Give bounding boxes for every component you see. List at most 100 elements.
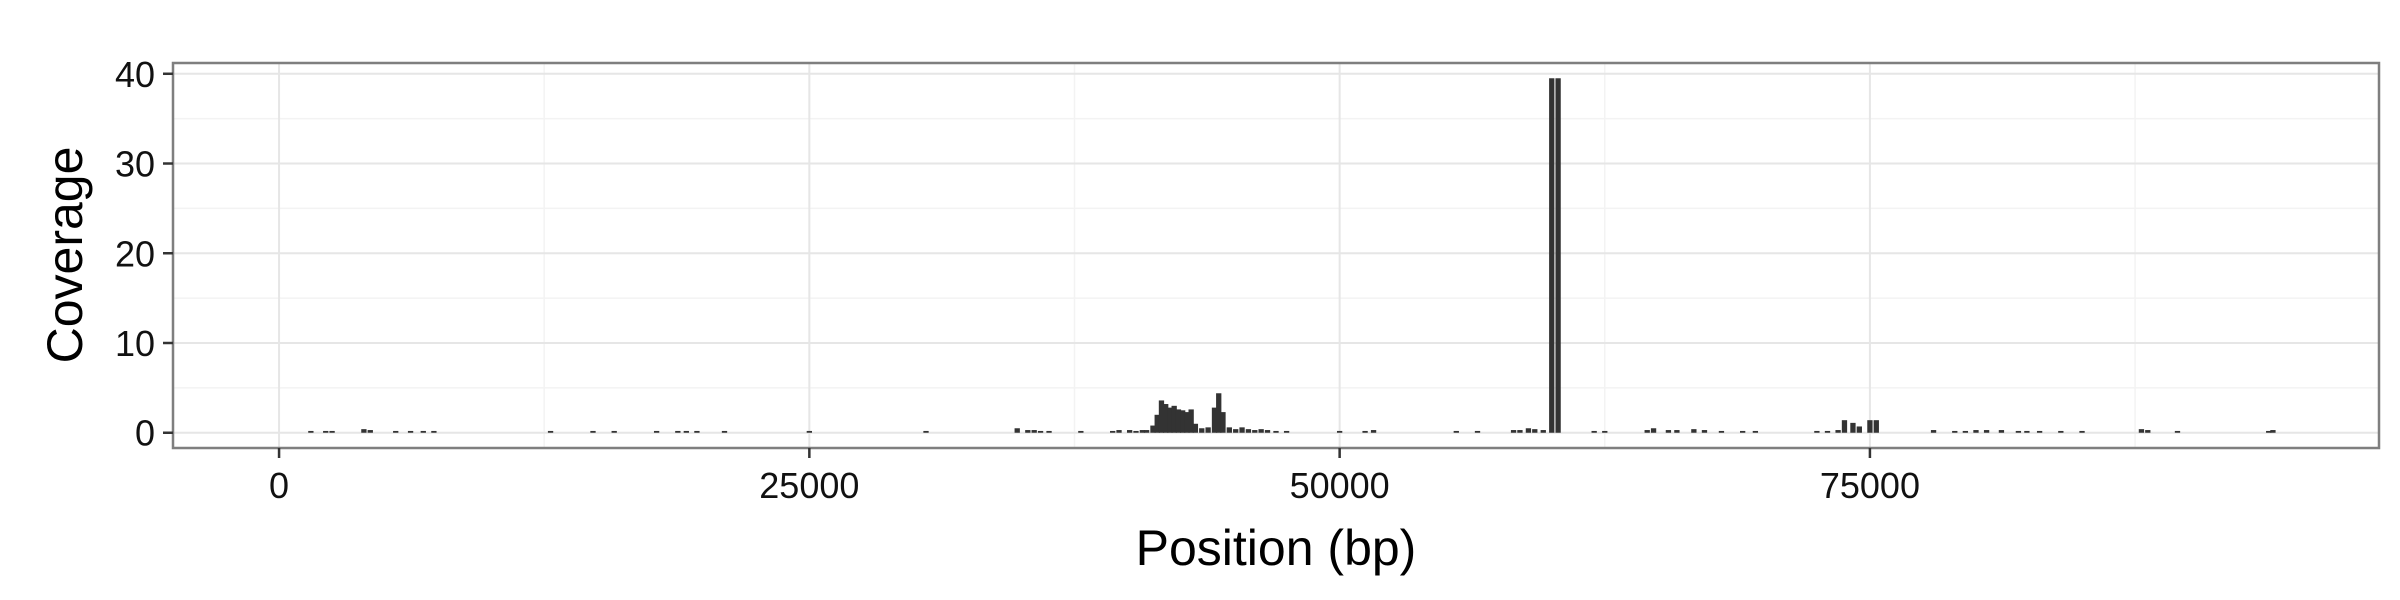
- coverage-bar: [1962, 430, 1969, 433]
- coverage-bar: [1532, 429, 1538, 433]
- coverage-bar: [675, 430, 681, 433]
- coverage-bar: [1078, 430, 1084, 433]
- coverage-bar: [923, 430, 929, 433]
- coverage-bar: [1025, 430, 1031, 433]
- coverage-bar: [1188, 409, 1194, 433]
- gridlines: [173, 63, 2379, 448]
- coverage-bar: [1525, 428, 1532, 433]
- coverage-bar: [1824, 430, 1831, 433]
- coverage-bar: [1258, 429, 1264, 433]
- coverage-bar: [1233, 429, 1239, 433]
- coverage-bar: [1591, 430, 1597, 433]
- coverage-bar: [1453, 430, 1459, 433]
- coverage-bar: [2266, 430, 2272, 433]
- coverage-bar: [694, 430, 700, 433]
- coverage-bar: [806, 430, 812, 433]
- coverage-bar: [407, 430, 414, 433]
- coverage-bar: [1199, 428, 1205, 433]
- coverage-bar: [1549, 78, 1555, 433]
- bars: [308, 78, 2276, 433]
- coverage-bar: [1167, 407, 1173, 433]
- coverage-bar: [393, 430, 399, 433]
- coverage-bar: [2174, 430, 2181, 433]
- coverage-bar: [653, 430, 660, 433]
- coverage-bar: [590, 430, 596, 433]
- coverage-bar: [1814, 430, 1820, 433]
- coverage-bar: [2145, 430, 2151, 433]
- coverage-bar: [1150, 425, 1156, 433]
- coverage-bar: [2079, 430, 2085, 433]
- coverage-bar: [547, 430, 554, 433]
- coverage-bar: [1139, 430, 1146, 433]
- coverage-bar: [1216, 393, 1222, 433]
- coverage-bar: [1983, 430, 1990, 433]
- coverage-bar: [329, 430, 335, 433]
- coverage-bar: [1517, 430, 1523, 433]
- coverage-bar: [1252, 430, 1258, 433]
- coverage-bar: [1867, 420, 1873, 433]
- coverage-bar: [1273, 430, 1279, 433]
- coverage-bar: [1014, 428, 1020, 433]
- coverage-bar: [1644, 430, 1650, 433]
- x-tick-label: 0: [269, 465, 289, 506]
- coverage-bar: [1674, 430, 1680, 433]
- coverage-bar: [1110, 430, 1116, 433]
- coverage-bar: [1835, 430, 1841, 433]
- coverage-bar: [721, 430, 728, 433]
- coverage-bar: [1691, 429, 1697, 433]
- coverage-bar: [1163, 404, 1169, 433]
- y-tick-label: 40: [115, 54, 155, 95]
- x-tick-label: 25000: [759, 465, 859, 506]
- coverage-bar: [1370, 430, 1377, 433]
- coverage-bar: [1211, 407, 1218, 433]
- coverage-bar: [1930, 430, 1937, 433]
- coverage-bar: [2036, 430, 2043, 433]
- y-tick-label: 30: [115, 144, 155, 185]
- coverage-bar: [323, 430, 329, 433]
- coverage-bar: [1952, 430, 1958, 433]
- coverage-bar: [1362, 430, 1368, 433]
- coverage-bar: [1873, 420, 1879, 433]
- coverage-bar: [1841, 420, 1848, 433]
- panel-border: [171, 61, 2381, 450]
- coverage-bar: [361, 429, 367, 433]
- coverage-bar: [1718, 430, 1725, 433]
- coverage-bar: [1133, 430, 1139, 433]
- y-tick-label: 0: [135, 413, 155, 454]
- coverage-bar: [611, 430, 617, 433]
- coverage-bar: [1143, 430, 1150, 433]
- coverage-bar: [1336, 430, 1343, 433]
- coverage-bar: [1998, 430, 2005, 433]
- coverage-bar: [1850, 422, 1856, 433]
- panel-background: [173, 63, 2379, 448]
- y-axis-title: Coverage: [37, 147, 93, 364]
- coverage-bar: [1031, 430, 1037, 433]
- coverage-bar: [1856, 426, 1862, 433]
- x-tick-label: 75000: [1820, 465, 1920, 506]
- coverage-bar: [1474, 430, 1481, 433]
- coverage-bar: [367, 430, 373, 433]
- coverage-bar: [1180, 410, 1186, 433]
- coverage-bar: [1602, 430, 1608, 433]
- y-tick-label: 10: [115, 323, 155, 364]
- coverage-bar: [1752, 430, 1759, 433]
- coverage-bar: [431, 430, 437, 433]
- coverage-bar: [1158, 400, 1165, 433]
- coverage-bar: [1740, 430, 1746, 433]
- x-tick-label: 50000: [1290, 465, 1390, 506]
- coverage-bar: [2015, 430, 2022, 433]
- coverage-bar: [1239, 427, 1245, 433]
- coverage-bar: [1540, 430, 1546, 433]
- coverage-bar: [2138, 429, 2145, 433]
- coverage-bar: [1171, 405, 1177, 433]
- coverage-bar: [1226, 427, 1232, 433]
- y-tick-label: 20: [115, 233, 155, 274]
- coverage-bar: [1555, 78, 1561, 433]
- y-axis: 0 10 20 30 40: [115, 54, 173, 454]
- plot-panel: [173, 63, 2379, 448]
- coverage-bar: [1283, 430, 1290, 433]
- x-axis-title: Position (bp): [1136, 520, 1417, 576]
- coverage-bar: [1973, 430, 1979, 433]
- coverage-bar: [1665, 430, 1672, 433]
